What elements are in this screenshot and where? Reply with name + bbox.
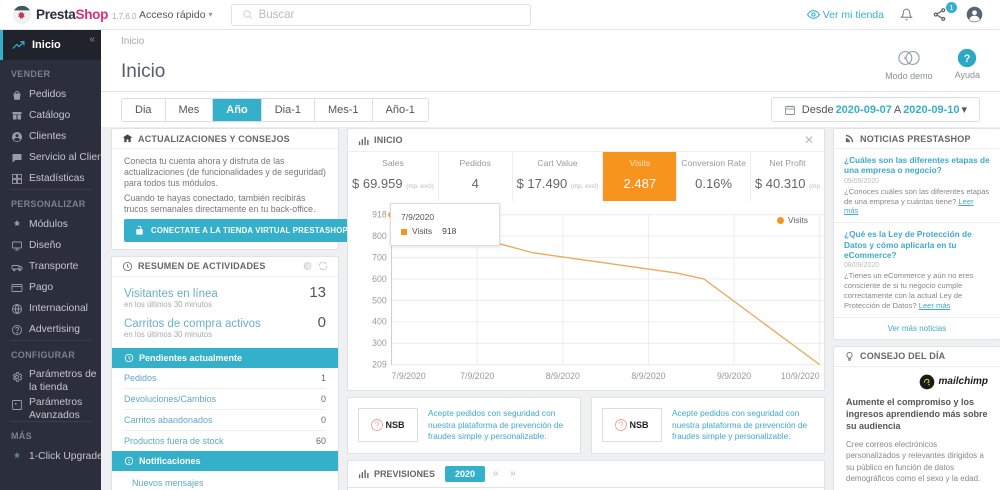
svg-text:400: 400 xyxy=(372,317,387,327)
svg-text:8/9/2020: 8/9/2020 xyxy=(631,371,665,381)
svg-text:7/9/2020: 7/9/2020 xyxy=(392,371,426,381)
svg-text:8/9/2020: 8/9/2020 xyxy=(546,371,580,381)
svg-text:9/9/2020: 9/9/2020 xyxy=(717,371,751,381)
svg-text:918: 918 xyxy=(372,210,387,220)
svg-text:209: 209 xyxy=(372,360,387,370)
svg-text:300: 300 xyxy=(372,338,387,348)
svg-text:500: 500 xyxy=(372,295,387,305)
svg-text:700: 700 xyxy=(372,253,387,263)
svg-text:800: 800 xyxy=(372,231,387,241)
svg-text:600: 600 xyxy=(372,274,387,284)
svg-text:10/9/2020: 10/9/2020 xyxy=(781,371,820,381)
svg-text:?: ? xyxy=(964,53,971,65)
svg-text:7/9/2020: 7/9/2020 xyxy=(460,371,494,381)
